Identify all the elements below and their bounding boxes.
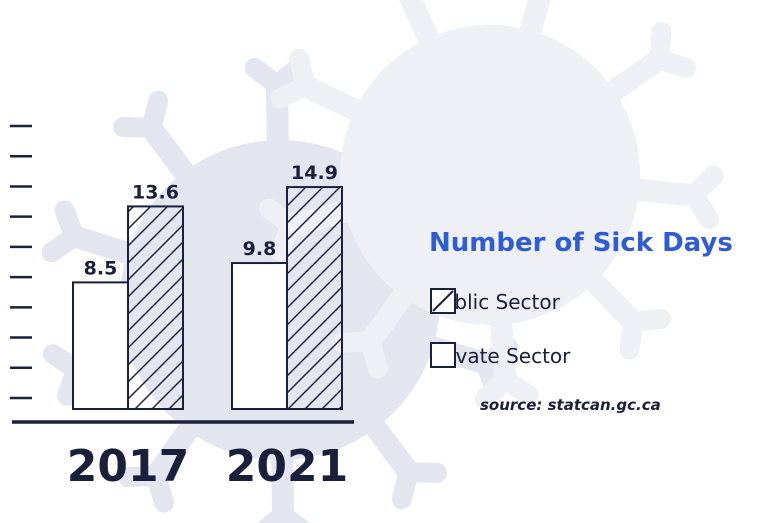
virus-spike-branch	[683, 185, 720, 230]
legend-item-public-sector: Public Sector	[430, 288, 560, 316]
virus-spike	[594, 48, 671, 108]
empty-swatch-icon	[430, 342, 456, 368]
virus-spike-branch	[649, 49, 697, 78]
virus-spike	[489, 303, 517, 391]
legend-item-private-sector: Private Sector	[430, 342, 570, 370]
virus-spike-branch	[391, 462, 419, 510]
virus-spike-branch	[141, 90, 169, 138]
virus-spike	[618, 177, 705, 207]
virus-spike-branch	[54, 200, 85, 247]
virus-spike	[399, 0, 444, 59]
bar-2017-public-sector	[127, 205, 184, 410]
virus-spike	[359, 277, 420, 353]
data-label: 13.6	[132, 181, 179, 203]
bar-2021-public-sector	[286, 186, 343, 410]
virus-spike-branch	[619, 311, 644, 360]
virus-body	[340, 25, 640, 325]
virus-spike	[294, 75, 375, 126]
virus-spike	[271, 438, 295, 523]
data-label: 8.5	[84, 257, 118, 279]
data-label: 9.8	[243, 238, 277, 260]
virus-spike	[145, 411, 205, 487]
x-tick-label: 2021	[226, 441, 348, 492]
bar-2021-private-sector	[231, 262, 288, 410]
bar-2017-private-sector	[72, 281, 129, 411]
virus-spike-branch	[118, 465, 167, 488]
data-label: 14.9	[291, 162, 338, 184]
virus-spike	[358, 409, 420, 484]
x-tick-label: 2017	[67, 441, 189, 492]
virus-spike-branch	[257, 504, 294, 523]
hatched-swatch-icon	[430, 288, 456, 314]
legend-title: Number of Sick Days	[429, 228, 733, 258]
virus-spike	[576, 264, 645, 333]
virus-spike	[140, 116, 202, 191]
virus-spike	[516, 0, 551, 52]
virus-spike-branch	[332, 331, 381, 353]
virus-spike	[63, 225, 148, 267]
virus-spike-branch	[289, 48, 316, 97]
virus-spike-branch	[474, 369, 516, 409]
source-note: source: statcan.gc.ca	[480, 396, 661, 414]
virus-icon-secondary	[259, 0, 724, 409]
